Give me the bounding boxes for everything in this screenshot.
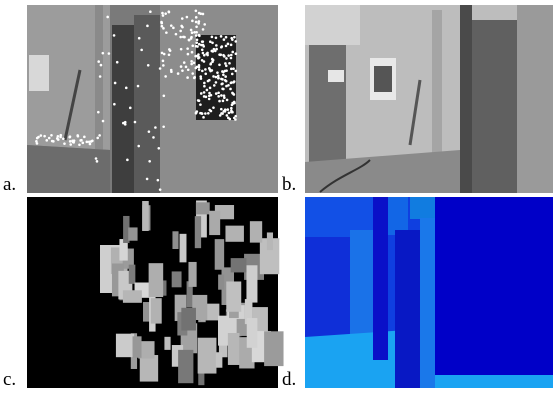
panel-label: b.: [282, 174, 296, 195]
panel-b-image: [305, 5, 553, 193]
panel-label: d.: [282, 369, 296, 390]
panel-d-image: [305, 197, 553, 388]
panel-a-image: [27, 5, 278, 193]
panel-label: a.: [3, 174, 16, 195]
panel-c-image: [27, 197, 284, 388]
panel-label: c.: [3, 369, 16, 390]
figure: a. b. c. d.: [0, 0, 555, 393]
